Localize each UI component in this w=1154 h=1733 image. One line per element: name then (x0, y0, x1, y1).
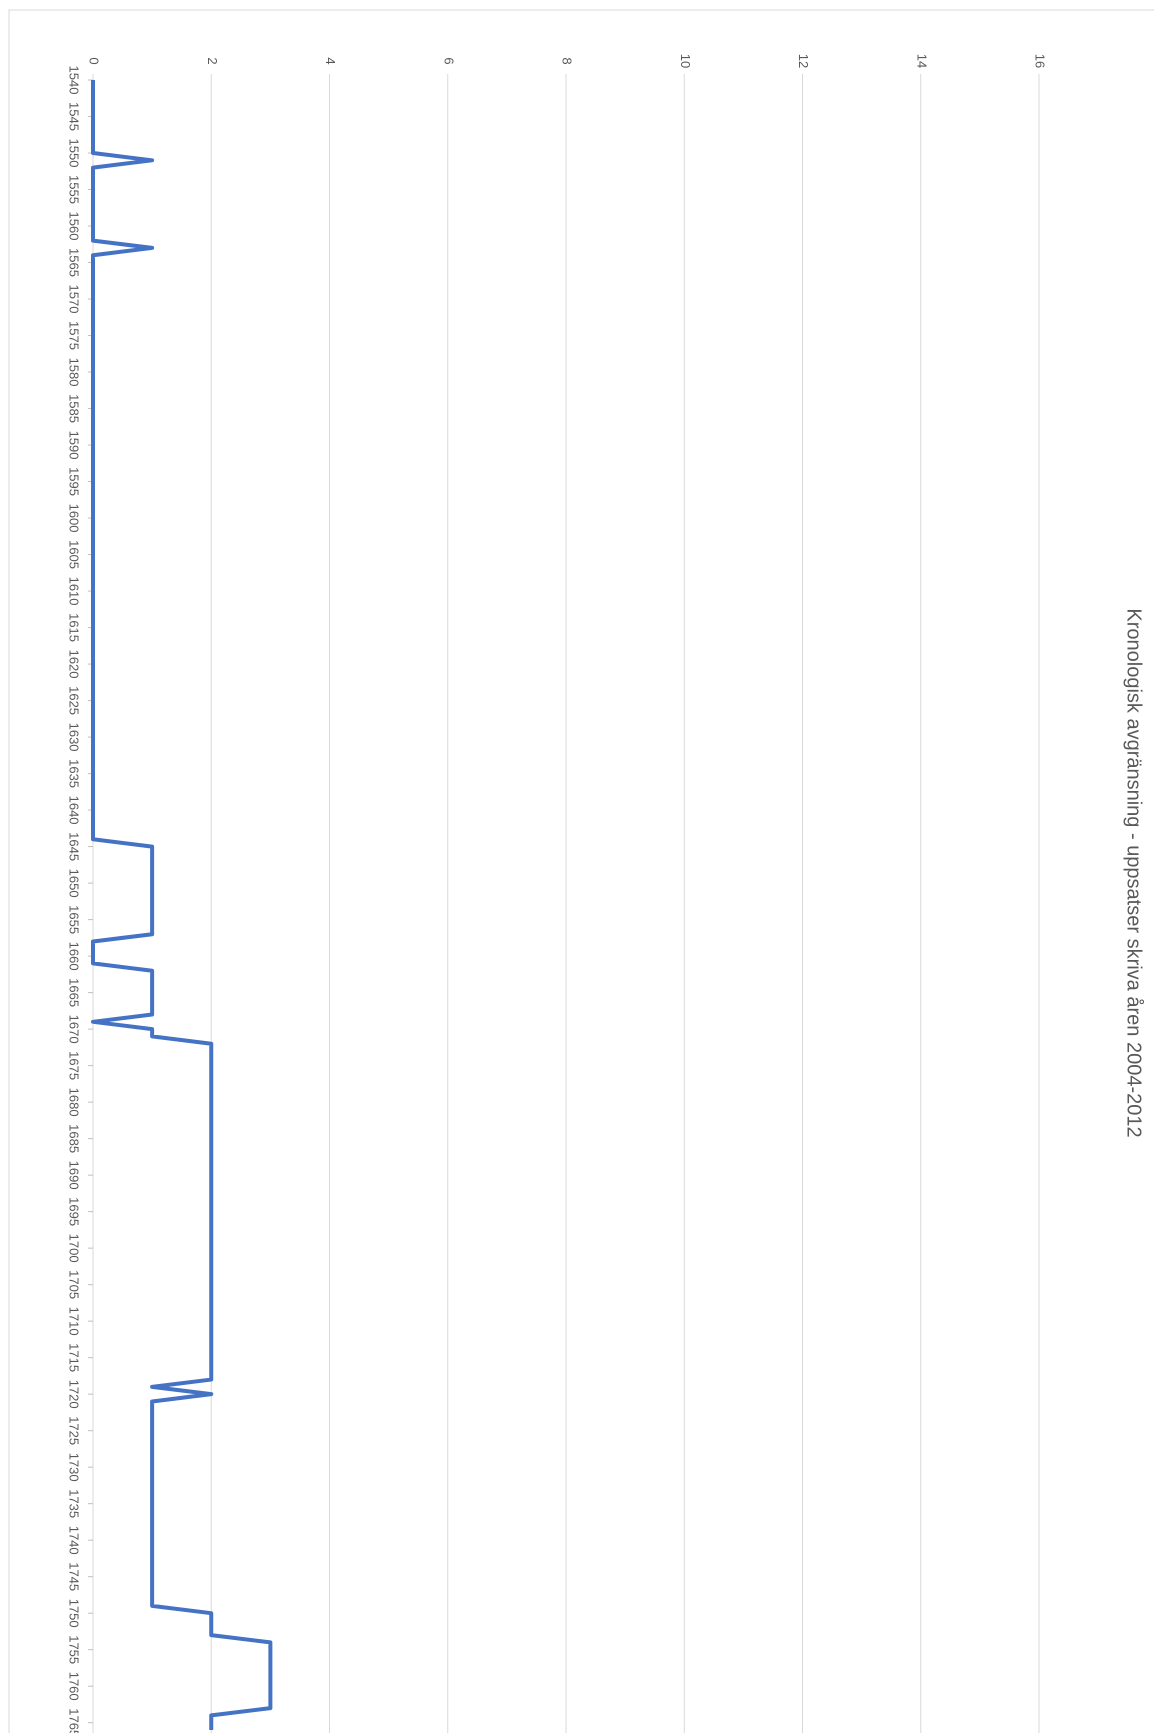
year-tick-label: 1690 (67, 1161, 82, 1190)
year-tick-label: 1635 (67, 759, 82, 788)
year-tick-label: 1615 (67, 613, 82, 642)
year-tick-label: 1540 (67, 66, 82, 95)
year-tick-label: 1630 (67, 723, 82, 752)
value-tick-label: 8 (560, 57, 575, 64)
year-tick-label: 1580 (67, 358, 82, 387)
year-tick-label: 1695 (67, 1197, 82, 1226)
year-tick-label: 1670 (67, 1015, 82, 1044)
year-tick-label: 1755 (67, 1635, 82, 1664)
value-tick-label: 4 (323, 57, 338, 64)
value-tick-label: 16 (1033, 54, 1048, 68)
year-tick-label: 1555 (67, 175, 82, 204)
year-tick-label: 1595 (67, 467, 82, 496)
data-line (91, 80, 273, 1730)
year-tick-label: 1660 (67, 942, 82, 971)
year-tick-label: 1650 (67, 869, 82, 898)
year-tick-label: 1565 (67, 248, 82, 277)
year-tick-label: 1680 (67, 1088, 82, 1117)
year-tick-label: 1665 (67, 978, 82, 1007)
chart-border (8, 9, 1154, 1733)
value-tick-label: 10 (678, 54, 693, 68)
year-tick-label: 1590 (67, 431, 82, 460)
year-tick-label: 1655 (67, 905, 82, 934)
year-tick-label: 1575 (67, 321, 82, 350)
year-tick-label: 1710 (67, 1307, 82, 1336)
year-tick-label: 1730 (67, 1453, 82, 1482)
value-tick-label: 0 (87, 57, 102, 64)
year-tick-label: 1625 (67, 686, 82, 715)
year-tick-label: 1715 (67, 1343, 82, 1372)
year-tick-label: 1740 (67, 1526, 82, 1555)
value-tick-label: 6 (441, 57, 456, 64)
year-tick-label: 1585 (67, 394, 82, 423)
year-tick-label: 1685 (67, 1124, 82, 1153)
year-tick-label: 1675 (67, 1051, 82, 1080)
year-tick-label: 1735 (67, 1489, 82, 1518)
year-tick-label: 1610 (67, 577, 82, 606)
year-tick-label: 1545 (67, 102, 82, 131)
year-tick-label: 1750 (67, 1599, 82, 1628)
value-tick-label: 12 (796, 54, 811, 68)
chart-title: Kronologisk avgränsning - uppsatser skri… (1123, 608, 1145, 1137)
year-tick-label: 1560 (67, 212, 82, 241)
value-tick-label: 14 (914, 54, 929, 68)
year-tick-label: 1760 (67, 1672, 82, 1701)
year-tick-label: 1550 (67, 139, 82, 168)
year-tick-label: 1600 (67, 504, 82, 533)
year-tick-label: 1765 (67, 1708, 82, 1733)
year-tick-label: 1700 (67, 1234, 82, 1263)
year-tick-label: 1745 (67, 1562, 82, 1591)
year-tick-label: 1720 (67, 1380, 82, 1409)
year-tick-label: 1605 (67, 540, 82, 569)
year-tick-label: 1640 (67, 796, 82, 825)
year-tick-label: 1645 (67, 832, 82, 861)
year-tick-label: 1705 (67, 1270, 82, 1299)
year-tick-label: 1620 (67, 650, 82, 679)
year-tick-label: 1570 (67, 285, 82, 314)
value-tick-label: 2 (205, 57, 220, 64)
year-tick-label: 1725 (67, 1416, 82, 1445)
